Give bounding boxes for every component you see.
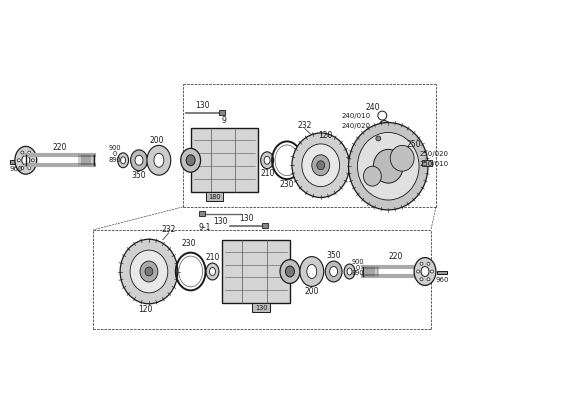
Circle shape bbox=[427, 262, 430, 265]
Ellipse shape bbox=[120, 239, 178, 304]
Circle shape bbox=[376, 136, 381, 141]
Ellipse shape bbox=[344, 264, 355, 279]
Text: 210: 210 bbox=[205, 253, 220, 262]
Ellipse shape bbox=[264, 156, 270, 164]
Text: 9-1: 9-1 bbox=[198, 223, 211, 232]
Ellipse shape bbox=[421, 266, 429, 276]
Ellipse shape bbox=[181, 148, 200, 172]
Text: 900: 900 bbox=[109, 145, 122, 151]
Bar bbox=[10, 160, 20, 164]
Bar bbox=[220, 110, 225, 115]
Text: 350: 350 bbox=[132, 171, 147, 180]
Text: 0: 0 bbox=[113, 151, 117, 157]
Text: 900: 900 bbox=[351, 258, 364, 264]
Text: 960: 960 bbox=[9, 166, 23, 172]
Circle shape bbox=[378, 111, 387, 120]
Ellipse shape bbox=[15, 146, 37, 174]
Bar bbox=[205, 192, 224, 201]
Circle shape bbox=[31, 159, 34, 162]
Circle shape bbox=[431, 270, 434, 273]
Text: 130: 130 bbox=[239, 214, 254, 223]
Circle shape bbox=[427, 278, 430, 281]
Bar bbox=[422, 160, 432, 166]
Ellipse shape bbox=[186, 155, 195, 166]
Text: 210: 210 bbox=[261, 169, 275, 178]
Bar bbox=[437, 270, 447, 274]
Ellipse shape bbox=[121, 157, 126, 164]
Ellipse shape bbox=[209, 268, 216, 276]
Ellipse shape bbox=[414, 258, 436, 286]
Ellipse shape bbox=[206, 263, 219, 280]
Text: 890: 890 bbox=[109, 157, 122, 163]
Ellipse shape bbox=[363, 166, 381, 186]
Ellipse shape bbox=[300, 257, 324, 286]
Ellipse shape bbox=[358, 132, 419, 200]
Circle shape bbox=[379, 120, 389, 130]
Ellipse shape bbox=[325, 261, 342, 282]
Ellipse shape bbox=[154, 153, 164, 167]
Text: 200: 200 bbox=[305, 287, 319, 296]
Text: 890: 890 bbox=[351, 270, 364, 276]
Ellipse shape bbox=[307, 264, 317, 278]
Text: 120: 120 bbox=[138, 305, 152, 314]
Ellipse shape bbox=[347, 268, 352, 275]
Circle shape bbox=[420, 278, 423, 281]
Circle shape bbox=[28, 151, 31, 154]
Ellipse shape bbox=[22, 155, 30, 165]
Text: 250/010: 250/010 bbox=[419, 161, 448, 167]
Text: 220: 220 bbox=[388, 252, 402, 261]
Text: 130: 130 bbox=[255, 305, 267, 311]
Circle shape bbox=[28, 166, 31, 170]
Circle shape bbox=[21, 151, 24, 154]
Ellipse shape bbox=[302, 144, 340, 186]
Ellipse shape bbox=[292, 133, 350, 198]
Ellipse shape bbox=[317, 161, 325, 170]
Ellipse shape bbox=[390, 145, 414, 171]
Ellipse shape bbox=[312, 155, 329, 176]
Bar bbox=[199, 212, 204, 216]
Text: 240: 240 bbox=[365, 103, 380, 112]
Text: 240/020: 240/020 bbox=[342, 122, 371, 128]
Text: 130: 130 bbox=[213, 217, 228, 226]
Ellipse shape bbox=[329, 266, 337, 276]
Ellipse shape bbox=[261, 152, 273, 169]
Text: 200: 200 bbox=[149, 136, 164, 145]
Text: 960: 960 bbox=[435, 278, 449, 284]
Text: 9: 9 bbox=[222, 116, 227, 125]
Bar bbox=[191, 128, 258, 192]
Ellipse shape bbox=[135, 155, 143, 165]
Bar bbox=[222, 240, 290, 303]
Circle shape bbox=[21, 166, 24, 170]
Text: 232: 232 bbox=[298, 121, 312, 130]
Bar bbox=[252, 303, 270, 312]
Text: 220: 220 bbox=[53, 143, 67, 152]
Bar bbox=[262, 223, 268, 228]
Ellipse shape bbox=[131, 150, 148, 171]
Text: 240/010: 240/010 bbox=[342, 112, 371, 118]
Text: 230: 230 bbox=[182, 239, 196, 248]
Text: 180: 180 bbox=[208, 194, 221, 200]
Text: 0: 0 bbox=[355, 264, 359, 270]
Text: 130: 130 bbox=[195, 101, 210, 110]
Text: 250: 250 bbox=[407, 140, 421, 149]
Ellipse shape bbox=[280, 260, 300, 284]
Circle shape bbox=[417, 270, 419, 273]
Circle shape bbox=[420, 262, 423, 265]
Text: 120: 120 bbox=[319, 131, 333, 140]
Ellipse shape bbox=[374, 149, 403, 183]
Text: 250/020: 250/020 bbox=[419, 151, 448, 157]
Text: 350: 350 bbox=[327, 251, 341, 260]
Ellipse shape bbox=[130, 250, 168, 293]
Ellipse shape bbox=[118, 153, 128, 168]
Text: 230: 230 bbox=[280, 180, 294, 189]
Ellipse shape bbox=[145, 267, 153, 276]
Ellipse shape bbox=[285, 266, 294, 277]
Ellipse shape bbox=[147, 145, 171, 175]
Circle shape bbox=[18, 159, 20, 162]
Ellipse shape bbox=[349, 122, 428, 210]
Text: 232: 232 bbox=[162, 225, 176, 234]
Ellipse shape bbox=[140, 261, 158, 282]
